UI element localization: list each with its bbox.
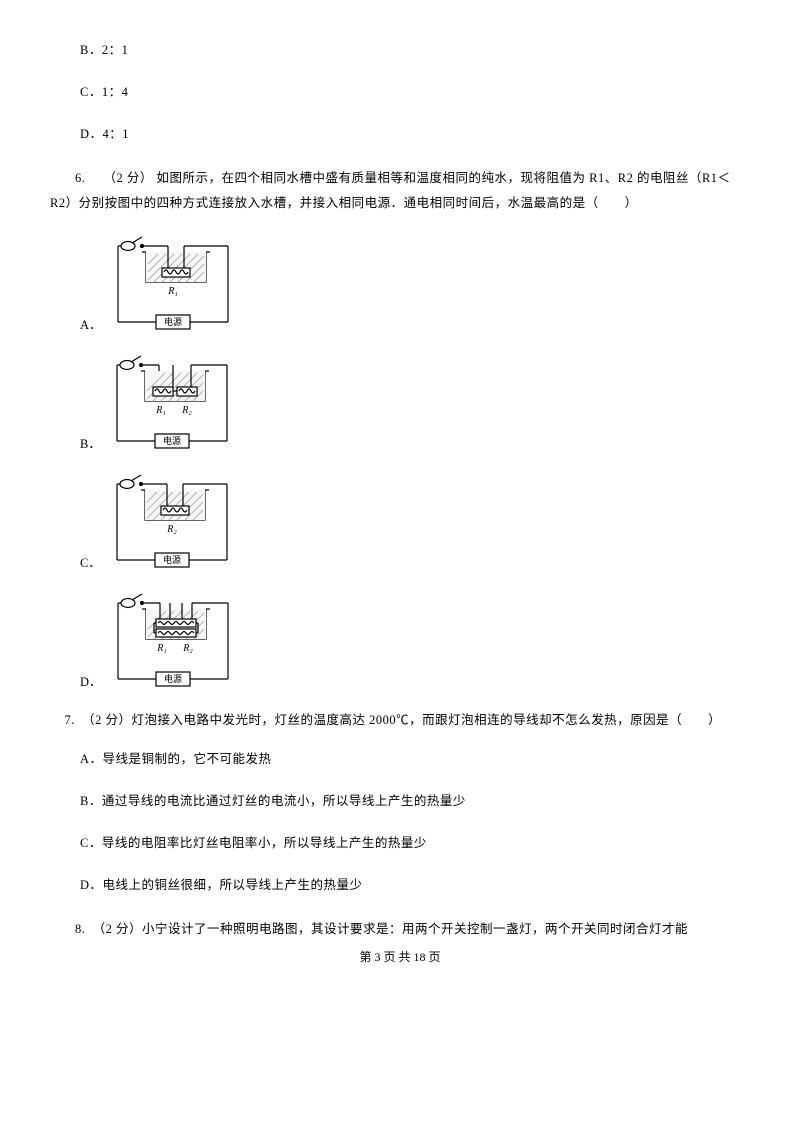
q7-option-b: B．通过导线的电流比通过灯丝的电流小，所以导线上产生的热量少 bbox=[50, 791, 750, 811]
option-letter-c: C． bbox=[80, 552, 101, 575]
q8-text: 小宁设计了一种照明电路图，其设计要求是：用两个开关控制一盏灯，两个开关同时闭合灯… bbox=[142, 922, 688, 936]
r1-label-b: R₁ bbox=[155, 405, 166, 416]
q6-option-b: B． bbox=[50, 351, 750, 456]
q8-num: 8. bbox=[75, 922, 85, 936]
q7-option-a: A．导线是铜制的，它不可能发热 bbox=[50, 749, 750, 769]
q6-score: （2 分） bbox=[104, 171, 153, 185]
q8-stem: 8. （2 分）小宁设计了一种照明电路图，其设计要求是：用两个开关控制一盏灯，两… bbox=[50, 917, 750, 942]
r1-label-d: R₁ bbox=[156, 643, 167, 654]
power-label-c: 电源 bbox=[163, 554, 181, 565]
r1-label: R₁ bbox=[167, 286, 178, 297]
q6-num: 6. bbox=[75, 171, 85, 185]
q7-stem: 7. （2 分）灯泡接入电路中发光时，灯丝的温度高达 2000℃，而跟灯泡相连的… bbox=[25, 708, 750, 733]
option-letter-b: B． bbox=[80, 433, 101, 456]
q6-option-d: D． bbox=[50, 589, 750, 694]
circuit-diagram-b: R₁ R₂ 电源 bbox=[107, 351, 237, 456]
q7-option-c: C．导线的电阻率比灯丝电阻率小，所以导线上产生的热量少 bbox=[50, 833, 750, 853]
circuit-diagram-d: R₁ R₂ 电源 bbox=[108, 589, 238, 694]
circuit-diagram-a: R₁ 电源 bbox=[108, 232, 238, 337]
power-label-b: 电源 bbox=[163, 435, 181, 446]
page-footer: 第 3 页 共 18 页 bbox=[50, 948, 750, 965]
prev-option-b: B．2：1 bbox=[50, 40, 750, 60]
option-letter-d: D． bbox=[80, 671, 102, 694]
prev-option-d: D．4：1 bbox=[50, 124, 750, 144]
q7-option-d: D．电线上的铜丝很细，所以导线上产生的热量少 bbox=[50, 875, 750, 895]
q7-score: （2 分） bbox=[82, 713, 131, 727]
q6-option-a: A． bbox=[50, 232, 750, 337]
power-label-a: 电源 bbox=[164, 316, 182, 327]
prev-option-c: C．1：4 bbox=[50, 82, 750, 102]
q6-text: 如图所示，在四个相同水槽中盛有质量相等和温度相同的纯水，现将阻值为 R1、R2 … bbox=[50, 171, 731, 210]
power-label-d: 电源 bbox=[164, 673, 182, 684]
q8-score: （2 分） bbox=[93, 922, 142, 936]
q7-num: 7. bbox=[65, 713, 75, 727]
circuit-diagram-c: R₂ 电源 bbox=[107, 470, 237, 575]
q6-option-c: C． bbox=[50, 470, 750, 575]
q6-stem: 6. （2 分） 如图所示，在四个相同水槽中盛有质量相等和温度相同的纯水，现将阻… bbox=[50, 166, 750, 216]
option-letter-a: A． bbox=[80, 314, 102, 337]
r2-label-b: R₂ bbox=[181, 405, 192, 416]
r2-label-d: R₂ bbox=[182, 643, 193, 654]
q7-text: 灯泡接入电路中发光时，灯丝的温度高达 2000℃，而跟灯泡相连的导线却不怎么发热… bbox=[132, 713, 722, 727]
r2-label-c: R₂ bbox=[166, 524, 177, 535]
